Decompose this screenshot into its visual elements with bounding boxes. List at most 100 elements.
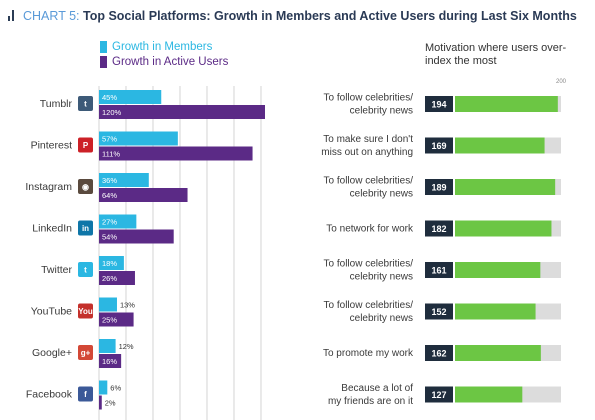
members-value-label: 27% xyxy=(102,218,117,227)
motivation-label: celebrity news xyxy=(350,313,413,324)
platform-label: Google+ xyxy=(32,347,72,359)
legend-swatch-members xyxy=(100,40,107,53)
active-users-value-label: 2% xyxy=(105,399,116,408)
members-value-label: 18% xyxy=(102,259,117,268)
motivation-label: celebrity news xyxy=(350,189,413,200)
active-users-value-label: 120% xyxy=(102,108,122,117)
active-users-bar xyxy=(99,146,253,161)
score-box xyxy=(425,96,453,112)
chart-number: CHART 5: xyxy=(23,9,80,23)
active-users-bar xyxy=(99,395,102,410)
score-box xyxy=(425,386,453,403)
google-plus-icon-glyph: g+ xyxy=(81,349,91,358)
motivation-label: celebrity news xyxy=(350,272,413,283)
score-box xyxy=(425,303,453,320)
score-bar xyxy=(455,303,536,320)
score-bar xyxy=(455,220,552,237)
score-value: 152 xyxy=(431,307,446,317)
pinterest-icon-glyph: P xyxy=(83,141,89,150)
legend-label-members: Growth in Members xyxy=(112,40,213,53)
members-bar xyxy=(99,131,178,146)
motivation-label: To follow celebrities/ xyxy=(324,300,414,311)
score-box xyxy=(425,179,453,195)
twitter-icon-glyph: t xyxy=(84,266,87,275)
active-users-value-label: 54% xyxy=(102,233,117,242)
platform-label: Facebook xyxy=(26,389,73,401)
tumblr-icon xyxy=(78,96,93,111)
chart-header: CHART 5: Top Social Platforms: Growth in… xyxy=(8,9,577,23)
active-users-bar xyxy=(99,312,134,327)
active-users-value-label: 111% xyxy=(102,150,120,159)
members-bar xyxy=(99,256,124,270)
score-box xyxy=(425,137,453,154)
active-users-bar xyxy=(99,229,174,244)
platform-label: LinkedIn xyxy=(32,223,72,235)
bar-chart-icon xyxy=(8,10,18,21)
instagram-icon xyxy=(78,179,93,194)
motivation-label: my friends are on it xyxy=(328,396,413,407)
motivation-label: To promote my work xyxy=(323,348,414,359)
members-bar xyxy=(99,214,137,229)
motivation-label: To follow celebrities/ xyxy=(324,93,414,104)
score-bar xyxy=(455,179,556,195)
active-users-bar xyxy=(99,271,135,285)
motivation-label: To make sure I don't xyxy=(323,134,413,145)
members-bar xyxy=(99,339,116,353)
chart-title: Top Social Platforms: Growth in Members … xyxy=(83,9,577,23)
linkedin-icon-glyph: in xyxy=(82,224,89,233)
members-value-label: 6% xyxy=(110,384,121,393)
members-bar xyxy=(99,297,117,312)
legend: Growth in Members Growth in Active Users xyxy=(100,39,228,69)
score-box xyxy=(425,220,453,237)
platform-label: Pinterest xyxy=(31,140,73,152)
pinterest-icon xyxy=(78,137,93,153)
motivation-max-label: 200 xyxy=(556,79,567,85)
members-value-label: 57% xyxy=(102,135,117,144)
youtube-icon-glyph: You xyxy=(78,307,93,316)
score-bar xyxy=(455,386,523,403)
members-bar xyxy=(99,380,108,395)
active-users-value-label: 26% xyxy=(102,274,117,283)
platform-label: Tumblr xyxy=(40,98,73,110)
score-value: 182 xyxy=(431,224,446,234)
motivation-label: Because a lot of xyxy=(341,383,413,394)
linkedin-icon xyxy=(78,220,93,236)
score-value: 189 xyxy=(431,183,446,193)
legend-item-active: Growth in Active Users xyxy=(100,54,228,69)
members-value-label: 45% xyxy=(102,93,117,102)
active-users-bar xyxy=(99,188,188,202)
active-users-bar xyxy=(99,105,265,119)
instagram-icon-glyph: ◉ xyxy=(82,183,89,192)
members-value-label: 36% xyxy=(102,176,117,185)
active-users-value-label: 64% xyxy=(102,191,117,200)
members-bar xyxy=(99,173,149,187)
motivation-header: Motivation where users over-index the mo… xyxy=(425,42,567,67)
platform-label: Twitter xyxy=(41,264,72,276)
motivation-label: To follow celebrities/ xyxy=(324,176,414,187)
active-users-bar xyxy=(99,354,122,368)
facebook-icon-glyph: f xyxy=(84,390,87,399)
score-value: 162 xyxy=(431,349,446,359)
legend-label-active: Growth in Active Users xyxy=(112,55,229,68)
score-value: 161 xyxy=(431,266,446,276)
score-value: 127 xyxy=(431,390,446,400)
platform-label: YouTube xyxy=(31,306,72,318)
motivation-label: miss out on anything xyxy=(321,147,413,158)
members-bar xyxy=(99,90,162,104)
score-bar xyxy=(455,96,558,112)
active-users-value-label: 16% xyxy=(102,357,117,366)
motivation-label: celebrity news xyxy=(350,106,413,117)
motivation-label: To network for work xyxy=(326,224,414,235)
legend-item-members: Growth in Members xyxy=(100,39,228,54)
youtube-icon xyxy=(78,303,93,319)
platform-label: Instagram xyxy=(25,181,72,193)
members-value-label: 12% xyxy=(119,342,134,351)
score-box xyxy=(425,262,453,278)
score-bar xyxy=(455,262,541,278)
tumblr-icon-glyph: t xyxy=(84,100,87,109)
facebook-icon xyxy=(78,386,93,402)
twitter-icon xyxy=(78,262,93,277)
legend-swatch-active xyxy=(100,55,107,68)
score-box xyxy=(425,345,453,361)
